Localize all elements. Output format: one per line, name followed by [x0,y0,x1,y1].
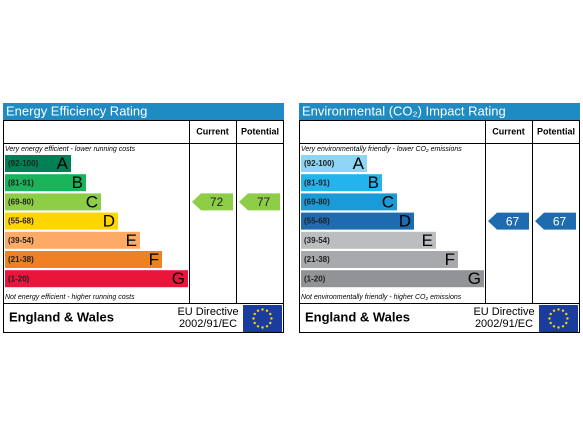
rating-panel: Environmental (CO₂) Impact Rating Current… [299,103,580,333]
band-range: (21-38) [304,255,330,264]
flag-star [548,317,551,320]
column-header: Potential [241,126,279,136]
flag-star [269,312,272,316]
band-letter: D [399,212,411,231]
footer-region: England & Wales [9,309,114,324]
rating-arrow [488,212,529,230]
panel-frame [299,120,580,333]
flag-star [261,308,264,311]
band-bar [5,155,71,172]
column-header: Current [196,126,229,136]
band-letter: D [103,212,115,231]
panel-frame [3,120,284,333]
flag-star [253,312,256,316]
rating-arrow [192,193,233,211]
band-letter: A [353,154,365,173]
bottom-note: Not energy efficient - higher running co… [5,294,135,301]
band-range: (39-54) [304,236,330,245]
band-bar [301,174,382,192]
directive: EU Directive [177,306,238,318]
flag-star [552,309,556,312]
flag-star [561,325,565,328]
top-note: Very energy efficient - lower running co… [5,146,136,153]
band-bar [301,270,484,288]
panel-title: Environmental (CO₂) Impact Rating [302,103,506,118]
band-letter: G [172,269,185,288]
title-bar [3,103,284,120]
band-letter: C [382,192,394,211]
band-range: (81-91) [8,178,34,187]
band-range: (1-20) [8,274,30,283]
flag-star [565,312,568,316]
band-bar [5,270,188,288]
directive: 2002/91/EC [179,318,237,330]
title-bar [299,103,580,120]
band-range: (69-80) [8,198,34,207]
band-bar [5,174,86,192]
rating-value: 77 [257,195,271,209]
flag-star [265,309,269,312]
flag-star [269,321,272,325]
band-range: (1-20) [304,274,326,283]
band-range: (69-80) [304,198,330,207]
band-range: (55-68) [304,217,330,226]
top-note: Very environmentally friendly - lower CO… [301,146,462,153]
band-letter: A [57,154,69,173]
flag-star [265,325,269,328]
bottom-note: Not environmentally friendly - higher CO… [301,294,462,301]
flag-star [557,308,560,311]
band-bar [301,212,414,230]
band-bar [5,212,118,230]
directive: 2002/91/EC [475,318,533,330]
band-range: (81-91) [304,178,330,187]
flag-star [565,321,568,325]
flag-star [557,326,560,329]
panel-title: Energy Efficiency Rating [6,103,147,118]
band-bar [5,251,162,268]
band-bar [301,155,367,172]
band-range: (92-100) [304,159,335,168]
rating-value: 72 [210,195,224,209]
rating-arrow [535,212,576,230]
band-letter: E [126,231,137,250]
flag-star [256,325,260,328]
flag-star [270,317,273,320]
band-letter: F [445,250,455,269]
band-bar [5,231,140,249]
rating-value: 67 [553,214,567,228]
column-header: Potential [537,126,575,136]
flag-star [566,317,569,320]
flag-star [549,321,552,325]
band-letter: G [468,269,481,288]
footer-region: England & Wales [305,309,410,324]
flag-star [253,321,256,325]
band-bar [301,193,397,211]
band-range: (21-38) [8,255,34,264]
band-bar [301,251,458,268]
flag-star [561,309,565,312]
band-bar [301,231,436,249]
flag-star [549,312,552,316]
band-letter: B [368,173,379,192]
band-letter: E [422,231,433,250]
rating-panel: Energy Efficiency Rating Current Potential… [3,103,284,333]
rating-arrow [239,193,280,211]
flag-star [552,325,556,328]
flag-star [261,326,264,329]
directive: EU Directive [473,306,534,318]
rating-value: 67 [506,214,520,228]
band-range: (39-54) [8,236,34,245]
column-header: Current [492,126,525,136]
band-letter: C [86,192,98,211]
flag-star [256,309,260,312]
band-bar [5,193,101,211]
band-range: (55-68) [8,217,34,226]
band-letter: F [149,250,159,269]
band-range: (92-100) [8,159,39,168]
flag-star [252,317,255,320]
band-letter: B [72,173,83,192]
